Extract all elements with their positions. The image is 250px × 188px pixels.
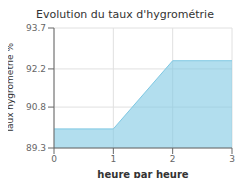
- svg-text:2: 2: [170, 154, 176, 164]
- svg-text:heure par heure: heure par heure: [97, 169, 188, 178]
- svg-text:92.2: 92.2: [26, 64, 46, 74]
- svg-text:89.3: 89.3: [26, 143, 46, 153]
- svg-text:0: 0: [51, 154, 57, 164]
- html-text:Evolution du taux d'hygrométri: Evolution du taux d'hygrométrie: [36, 8, 214, 21]
- svg-text:90.8: 90.8: [26, 102, 46, 112]
- svg-text:Taux hygrométrie %: Taux hygrométrie %: [8, 42, 15, 134]
- svg-text:1: 1: [110, 154, 116, 164]
- svg-text:3: 3: [229, 154, 235, 164]
- svg-text:93.7: 93.7: [26, 23, 46, 33]
